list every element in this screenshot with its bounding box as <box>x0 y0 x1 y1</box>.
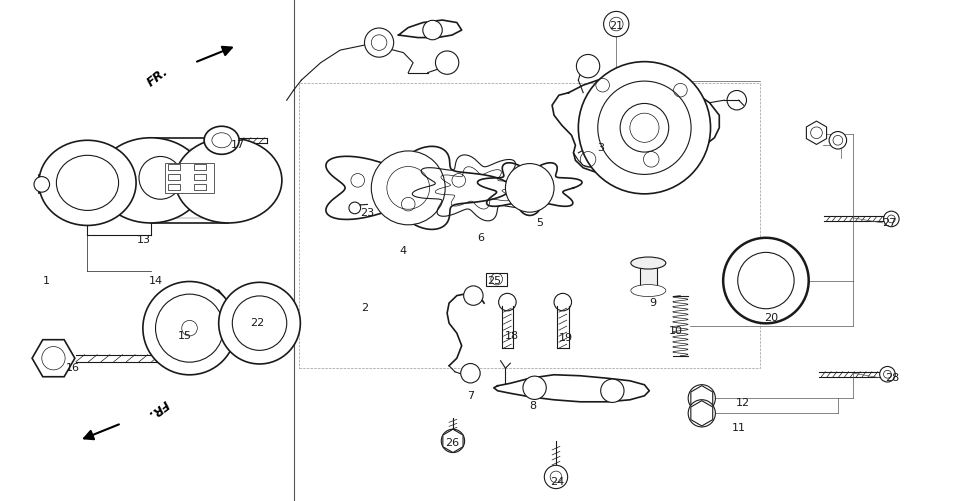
Text: 7: 7 <box>467 391 474 401</box>
Text: 8: 8 <box>529 401 537 411</box>
Text: FR.: FR. <box>145 65 171 90</box>
Circle shape <box>829 132 847 149</box>
Circle shape <box>441 429 465 452</box>
Text: 22: 22 <box>251 318 264 328</box>
Circle shape <box>630 113 659 142</box>
Bar <box>194 184 206 190</box>
Circle shape <box>349 202 361 214</box>
Ellipse shape <box>175 138 282 223</box>
Circle shape <box>435 51 459 74</box>
Ellipse shape <box>56 155 119 210</box>
Text: 12: 12 <box>736 398 749 408</box>
Bar <box>194 164 206 170</box>
Text: 11: 11 <box>732 423 746 433</box>
Circle shape <box>723 238 809 323</box>
Text: 21: 21 <box>609 21 623 31</box>
Circle shape <box>688 385 715 412</box>
Bar <box>486 273 507 286</box>
Circle shape <box>232 296 287 350</box>
Text: 25: 25 <box>487 276 501 286</box>
Circle shape <box>364 28 394 57</box>
Text: 6: 6 <box>477 233 485 243</box>
Text: 18: 18 <box>505 331 519 341</box>
Circle shape <box>461 364 480 383</box>
Text: 20: 20 <box>764 313 778 323</box>
Circle shape <box>34 176 50 192</box>
Circle shape <box>880 366 895 382</box>
Circle shape <box>598 81 691 174</box>
Circle shape <box>139 156 182 199</box>
Text: 13: 13 <box>137 235 151 245</box>
Ellipse shape <box>97 138 204 223</box>
Circle shape <box>578 62 711 194</box>
Ellipse shape <box>212 133 231 148</box>
Text: 14: 14 <box>149 276 162 286</box>
Circle shape <box>601 379 624 402</box>
Circle shape <box>604 12 629 37</box>
Bar <box>299 83 760 368</box>
Text: 10: 10 <box>669 326 682 336</box>
Text: 16: 16 <box>66 363 80 373</box>
Ellipse shape <box>631 257 666 269</box>
Ellipse shape <box>631 285 666 297</box>
Text: 24: 24 <box>550 477 564 487</box>
Circle shape <box>423 21 442 40</box>
Circle shape <box>371 151 445 225</box>
Bar <box>640 263 657 291</box>
Bar <box>194 174 206 180</box>
Ellipse shape <box>204 126 239 154</box>
Circle shape <box>219 283 300 364</box>
Circle shape <box>523 376 546 399</box>
Bar <box>165 163 214 193</box>
Text: 28: 28 <box>885 373 899 383</box>
Circle shape <box>884 211 899 227</box>
Bar <box>168 164 180 170</box>
Text: 9: 9 <box>649 298 657 308</box>
Bar <box>168 174 180 180</box>
Text: 3: 3 <box>597 143 605 153</box>
Text: 19: 19 <box>559 333 573 343</box>
Circle shape <box>156 294 224 362</box>
Ellipse shape <box>39 140 136 225</box>
Text: 15: 15 <box>178 331 191 341</box>
Text: 17: 17 <box>231 140 245 150</box>
Circle shape <box>505 163 554 212</box>
Circle shape <box>464 286 483 305</box>
Text: 26: 26 <box>445 438 459 448</box>
Circle shape <box>143 282 236 375</box>
Circle shape <box>688 400 715 427</box>
Text: 2: 2 <box>361 303 368 313</box>
Circle shape <box>544 465 568 488</box>
Text: FR.: FR. <box>145 396 171 421</box>
Circle shape <box>42 347 65 370</box>
Circle shape <box>182 320 197 336</box>
Text: 23: 23 <box>361 208 374 218</box>
Text: 1: 1 <box>43 276 51 286</box>
Circle shape <box>738 253 794 309</box>
Text: 5: 5 <box>536 218 543 228</box>
Circle shape <box>387 166 430 209</box>
Circle shape <box>576 55 600 78</box>
Circle shape <box>371 35 387 51</box>
Text: 27: 27 <box>883 218 896 228</box>
Text: 4: 4 <box>399 245 407 256</box>
Bar <box>168 184 180 190</box>
Circle shape <box>620 103 669 152</box>
